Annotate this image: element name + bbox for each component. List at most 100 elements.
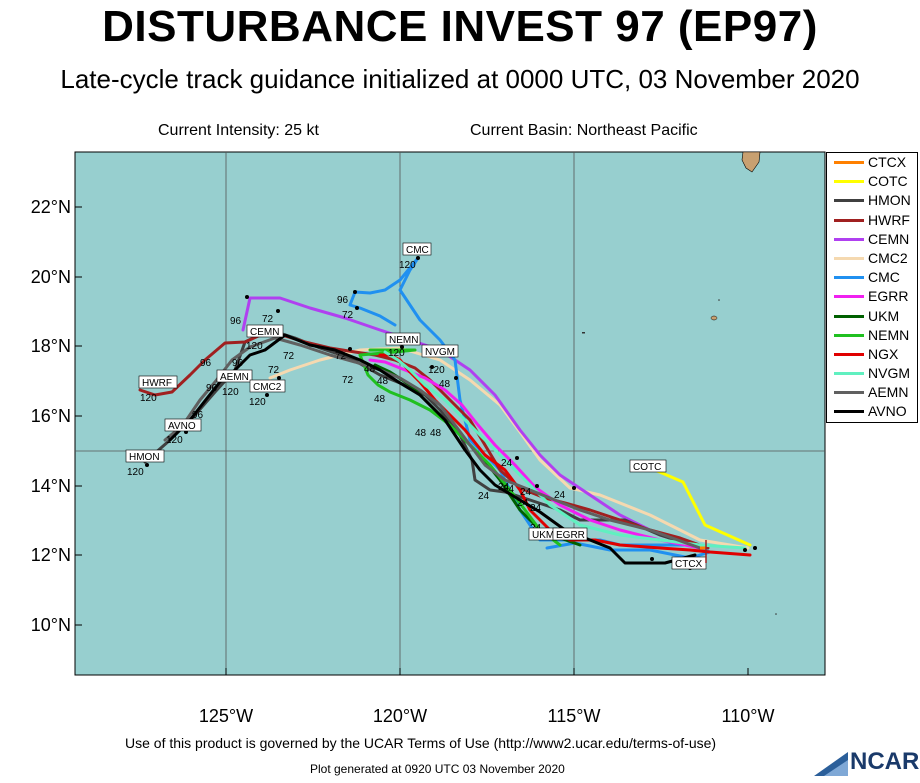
hour-label: 96 — [200, 358, 212, 369]
legend-item-cmc2: CMC2 — [827, 249, 917, 268]
hour-label: 120 — [246, 341, 263, 352]
lon-label-120: 120°W — [373, 706, 427, 726]
hour-label: 72 — [268, 365, 280, 376]
hour-label: 120 — [388, 348, 405, 359]
lat-label-20: 20°N — [31, 267, 71, 287]
legend-item-hwrf: HWRF — [827, 211, 917, 230]
legend-swatch — [834, 161, 864, 164]
legend-swatch — [834, 314, 864, 318]
track-points — [145, 256, 757, 570]
lat-label-22: 22°N — [31, 197, 71, 217]
legend-item-nvgm: NVGM — [827, 364, 917, 383]
tag-cmc: CMC — [406, 245, 429, 256]
hour-label: 24 — [498, 482, 510, 493]
current-intensity-text: Current Intensity: 25 kt — [158, 122, 319, 139]
tag-cmc2: CMC2 — [253, 382, 282, 393]
legend-item-ukm: UKM — [827, 307, 917, 326]
legend-item-ngx: NGX — [827, 345, 917, 364]
hour-label: 72 — [283, 351, 295, 362]
hour-label: 72 — [335, 351, 347, 362]
hour-label: 96 — [232, 358, 244, 369]
legend-item-egrr: EGRR — [827, 287, 917, 306]
tag-hwrf: HWRF — [142, 378, 172, 389]
track-nvgm — [383, 350, 747, 550]
axis-ticks — [75, 206, 749, 675]
terms-of-use-text: Use of this product is governed by the U… — [125, 735, 717, 751]
tag-avno: AVNO — [168, 421, 196, 432]
chart-subtitle: Late-cycle track guidance initialized at… — [60, 64, 860, 94]
track-cemn — [241, 296, 707, 550]
hour-label: 120 — [166, 435, 183, 446]
hour-label: 48 — [415, 428, 427, 439]
legend-swatch — [834, 295, 864, 299]
legend-swatch — [834, 352, 864, 356]
legend-swatch — [834, 276, 864, 280]
legend-item-ctcx: CTCX — [827, 153, 917, 172]
hour-label: 120 — [127, 467, 144, 478]
island — [710, 315, 718, 321]
track-cotc — [653, 468, 752, 547]
lat-label-12: 12°N — [31, 545, 71, 565]
legend-swatch — [834, 237, 864, 241]
legend-swatch — [834, 199, 864, 203]
hour-label: 48 — [430, 428, 442, 439]
track-map: 22°N 20°N 18°N 16°N 14°N 12°N 10°N 125°W… — [31, 151, 826, 726]
hour-label: 72 — [342, 310, 354, 321]
hour-label: 120 — [249, 397, 266, 408]
tag-hmon: HMON — [129, 452, 160, 463]
hour-label: 48 — [377, 376, 389, 387]
hour-label: 72 — [262, 314, 274, 325]
hour-label: 24 — [501, 458, 513, 469]
ncar-logo: NCAR — [812, 748, 919, 778]
hour-label: 24 — [503, 484, 515, 495]
lon-label-125: 125°W — [199, 706, 253, 726]
lat-label-16: 16°N — [31, 406, 71, 426]
tag-aemn: AEMN — [220, 372, 249, 383]
tag-cemn: CEMN — [250, 327, 279, 338]
lon-label-115: 115°W — [548, 706, 601, 726]
legend-swatch — [834, 218, 864, 222]
hour-label: 96 — [230, 316, 242, 327]
legend-item-cotc: COTC — [827, 172, 917, 191]
plot-generated-text: Plot generated at 0920 UTC 03 November 2… — [310, 762, 565, 776]
legend-swatch — [834, 391, 864, 395]
tag-nvgm: NVGM — [425, 347, 455, 358]
ncar-logo-icon — [814, 752, 848, 776]
hour-label: 24 — [520, 487, 532, 498]
track-aemn — [163, 336, 702, 550]
hour-label: 24 — [554, 490, 566, 501]
lat-label-14: 14°N — [31, 476, 71, 496]
hour-label: 24 — [478, 491, 490, 502]
tag-ctcx: CTCX — [675, 559, 703, 570]
island-small — [582, 332, 585, 334]
hour-label: 24 — [530, 503, 542, 514]
legend-swatch — [834, 180, 864, 184]
legend-swatch — [834, 410, 864, 414]
legend-swatch — [834, 256, 864, 260]
hour-label: 120 — [222, 387, 239, 398]
hour-label: 120 — [140, 393, 157, 404]
tag-nemn: NEMN — [389, 335, 418, 346]
legend-item-hmon: HMON — [827, 191, 917, 210]
tag-ukm: UKM — [532, 530, 554, 541]
mexico-coast-land — [741, 151, 761, 173]
hour-label: 96 — [206, 383, 218, 394]
legend-item-cemn: CEMN — [827, 230, 917, 249]
hour-label: 120 — [399, 260, 416, 271]
tag-egrr: EGRR — [556, 530, 585, 541]
hour-label: 24 — [517, 498, 529, 509]
legend-swatch — [834, 333, 864, 337]
lat-label-18: 18°N — [31, 336, 71, 356]
model-tracks — [138, 256, 752, 565]
legend-item-avno: AVNO — [827, 402, 917, 421]
legend-item-aemn: AEMN — [827, 383, 917, 402]
hour-label: 72 — [342, 375, 354, 386]
lon-label-110: 110°W — [722, 706, 775, 726]
hour-label: 120 — [428, 365, 445, 376]
current-basin-text: Current Basin: Northeast Pacific — [470, 122, 698, 139]
hour-label: 48 — [364, 364, 376, 375]
hour-label: 48 — [374, 394, 386, 405]
model-legend: CTCX COTC HMON HWRF CEMN CMC2 CMC EGRR U… — [826, 152, 918, 423]
track-hmon — [143, 328, 702, 550]
tag-cotc: COTC — [633, 462, 661, 473]
